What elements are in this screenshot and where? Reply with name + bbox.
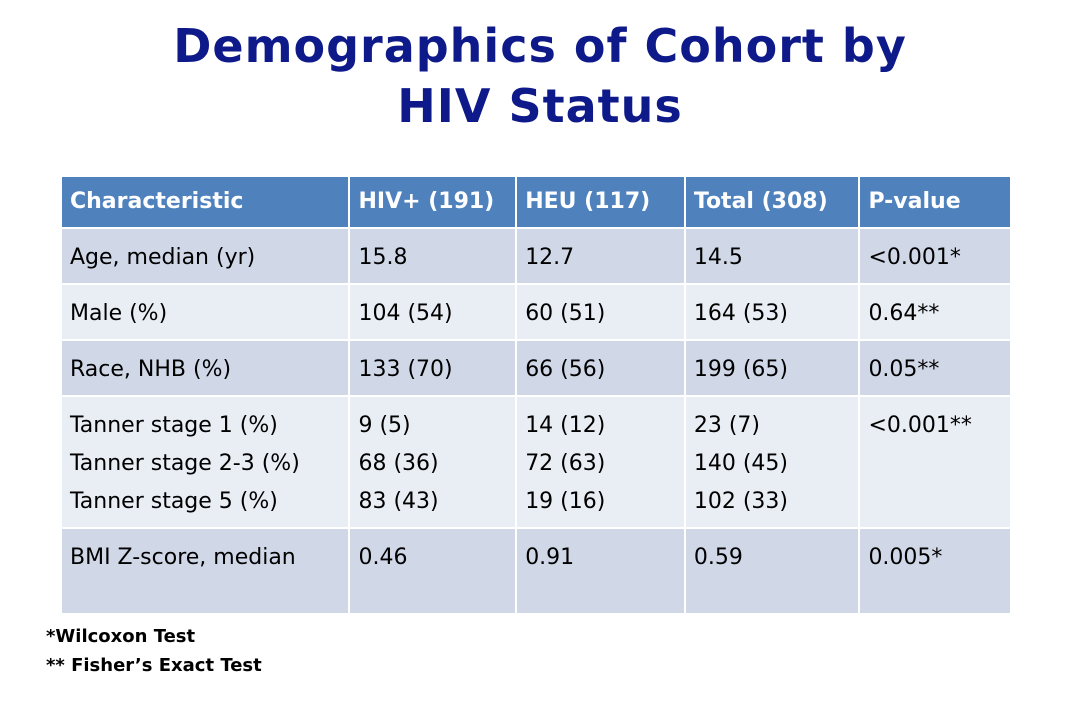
cell-line: Age, median (yr)	[70, 245, 256, 270]
table-cell: 15.8	[348, 227, 518, 285]
column-header: Characteristic	[59, 175, 351, 229]
table-body: Age, median (yr) 15.8 12.7 14.5 <0.001* Male …	[59, 227, 1012, 615]
cell-line: Tanner stage 1 (%)	[70, 413, 278, 438]
table-cell: BMI Z-score, median	[59, 527, 351, 615]
table-row: Race, NHB (%) 133 (70) 66 (56) 199 (65) 0.05…	[59, 339, 1012, 397]
table-cell: Race, NHB (%)	[59, 339, 351, 397]
demographics-table: Characteristic HIV+ (191) HEU (117) Tota…	[59, 175, 1012, 615]
p-value-cell: 0.64**	[858, 283, 1012, 341]
table-cell: 0.46	[348, 527, 518, 615]
column-header: Total (308)	[683, 175, 861, 229]
column-header: P-value	[858, 175, 1012, 229]
cell-line: 9 (5)	[358, 413, 411, 438]
p-value-cell: <0.001*	[858, 227, 1012, 285]
cell-line: 164 (53)	[693, 301, 789, 326]
cell-line: 0.91	[525, 545, 575, 570]
title-line: Demographics of Cohort by	[173, 19, 907, 73]
table-cell: 133 (70)	[348, 339, 518, 397]
p-value-cell: <0.001**	[858, 395, 1012, 529]
cell-line: 104 (54)	[358, 301, 453, 326]
cell-line: 23 (7)	[693, 413, 761, 438]
footnote: *Wilcoxon Test	[46, 626, 196, 647]
table-cell: 164 (53)	[683, 283, 861, 341]
cell-line: 72 (63)	[525, 451, 606, 476]
table-cell: 104 (54)	[348, 283, 518, 341]
table-cell: 14 (12) 72 (63) 19 (16)	[515, 395, 686, 529]
cell-line: 199 (65)	[693, 357, 789, 382]
cell-line: 102 (33)	[693, 489, 789, 514]
footnote: ** Fisher’s Exact Test	[46, 655, 262, 676]
table-cell: 9 (5) 68 (36) 83 (43)	[348, 395, 518, 529]
table-cell: Tanner stage 1 (%) Tanner stage 2-3 (%) Ta…	[59, 395, 351, 529]
cell-line: 12.7	[525, 245, 575, 270]
cell-line: 14.5	[693, 245, 743, 270]
footnotes: *Wilcoxon Test ** Fisher’s Exact Test	[46, 622, 262, 680]
table-cell: 23 (7) 140 (45) 102 (33)	[683, 395, 861, 529]
cell-line: 0.59	[693, 545, 743, 570]
cell-line: 140 (45)	[693, 451, 789, 476]
cell-line: Race, NHB (%)	[70, 357, 232, 382]
table-cell: 60 (51)	[515, 283, 686, 341]
table-row: Age, median (yr) 15.8 12.7 14.5 <0.001*	[59, 227, 1012, 285]
table-cell: 14.5	[683, 227, 861, 285]
cell-line: 133 (70)	[358, 357, 453, 382]
slide-title: Demographics of Cohort by HIV Status	[0, 16, 1080, 136]
table-cell: 66 (56)	[515, 339, 686, 397]
cell-line: Tanner stage 2-3 (%)	[70, 451, 300, 476]
column-header: HIV+ (191)	[348, 175, 518, 229]
table-row: Male (%) 104 (54) 60 (51) 164 (53) 0.64**	[59, 283, 1012, 341]
cell-line: Male (%)	[70, 301, 168, 326]
cell-line: 15.8	[358, 245, 408, 270]
p-value-cell: 0.05**	[858, 339, 1012, 397]
table-header-row: Characteristic HIV+ (191) HEU (117) Tota…	[59, 175, 1012, 229]
cell-line: Tanner stage 5 (%)	[70, 489, 278, 514]
cell-line: BMI Z-score, median	[70, 545, 296, 570]
cell-line: 66 (56)	[525, 357, 606, 382]
table-cell: 199 (65)	[683, 339, 861, 397]
cell-line: 68 (36)	[358, 451, 439, 476]
title-line: HIV Status	[397, 79, 683, 133]
table-cell: 0.91	[515, 527, 686, 615]
p-value-cell: 0.005*	[858, 527, 1012, 615]
table-cell: Male (%)	[59, 283, 351, 341]
table-cell: Age, median (yr)	[59, 227, 351, 285]
cell-line: 83 (43)	[358, 489, 439, 514]
table-cell: 0.59	[683, 527, 861, 615]
table-row: Tanner stage 1 (%) Tanner stage 2-3 (%) Ta…	[59, 395, 1012, 529]
table-row: BMI Z-score, median 0.46 0.91 0.59 0.005*	[59, 527, 1012, 615]
table-cell: 12.7	[515, 227, 686, 285]
cell-line: 19 (16)	[525, 489, 606, 514]
column-header: HEU (117)	[515, 175, 686, 229]
cell-line: 0.46	[358, 545, 408, 570]
cell-line: 60 (51)	[525, 301, 606, 326]
cell-line: 14 (12)	[525, 413, 606, 438]
